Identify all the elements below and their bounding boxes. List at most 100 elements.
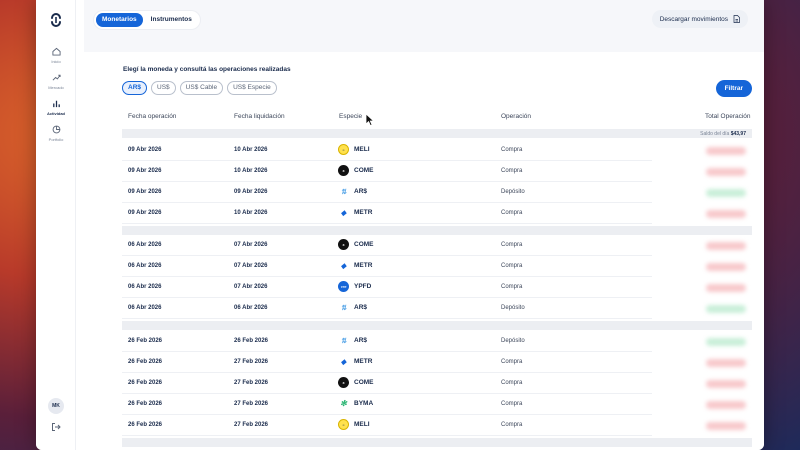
op-date: 26 Feb 2026: [128, 338, 163, 344]
redacted-total: [706, 147, 746, 155]
col-fecha-operacion[interactable]: Fecha operación: [128, 113, 177, 120]
table-row[interactable]: 26 Feb 2026 26 Feb 2026 ⇅ AR$ Depósito: [122, 331, 652, 352]
op-date: 26 Feb 2026: [128, 359, 163, 365]
sidebar-item-label: Inicio: [51, 59, 61, 64]
bar-chart-icon: [52, 100, 60, 108]
op-date: 06 Abr 2026: [128, 242, 162, 248]
table-row[interactable]: 09 Abr 2026 10 Abr 2026 ☺ MELI Compra: [122, 140, 652, 161]
op-date: 06 Abr 2026: [128, 284, 162, 290]
species-label: AR$: [354, 188, 368, 195]
filter-button[interactable]: Filtrar: [715, 80, 752, 97]
chip-usd[interactable]: US$: [151, 81, 176, 95]
table-row[interactable]: 26 Feb 2026 27 Feb 2026 ◆ METR Compra: [122, 352, 652, 373]
ypfd-icon: YPF: [338, 281, 349, 292]
tab-instrumentos[interactable]: Instrumentos: [150, 16, 192, 23]
group-separator: [122, 129, 752, 138]
liq-date: 27 Feb 2026: [234, 401, 269, 407]
species-label: YPFD: [354, 283, 372, 290]
segmented-control: Monetarios Instrumentos: [94, 11, 200, 29]
operation: Compra: [501, 210, 523, 216]
sidebar-item-inicio[interactable]: Inicio: [36, 47, 76, 64]
avatar[interactable]: MK: [48, 398, 64, 414]
liq-date: 07 Abr 2026: [234, 263, 268, 269]
tab-monetarios[interactable]: Monetarios: [96, 13, 143, 27]
species: ☺ MELI: [338, 419, 370, 430]
col-fecha-liquidacion[interactable]: Fecha liquidación: [234, 113, 285, 120]
metr-icon: ◆: [340, 262, 347, 270]
saldo-value: $43,97: [730, 131, 746, 137]
redacted-total: [706, 263, 746, 271]
redacted-total: [706, 284, 746, 292]
sidebar-item-portfolio[interactable]: Portfolio: [36, 125, 76, 142]
species-label: MELI: [354, 146, 370, 153]
app-window: Inicio Mercado Actividad Portfolio MK Mo…: [36, 0, 764, 450]
liq-date: 27 Feb 2026: [234, 422, 269, 428]
sidebar-item-label: Mercado: [48, 85, 64, 90]
operation: Compra: [501, 422, 523, 428]
species-label: COME: [354, 167, 374, 174]
chip-usd-cable[interactable]: US$ Cable: [179, 81, 224, 95]
redacted-total: [706, 242, 746, 250]
operation: Depósito: [501, 338, 525, 344]
operation: Compra: [501, 242, 523, 248]
species: ◆ METR: [338, 260, 373, 271]
table-row[interactable]: 09 Abr 2026 10 Abr 2026 S COME Compra: [122, 161, 652, 182]
home-icon: [51, 47, 61, 56]
operation: Compra: [501, 359, 523, 365]
operation: Compra: [501, 380, 523, 386]
byma-icon: ✻: [340, 399, 347, 408]
table-row[interactable]: 26 Feb 2026 27 Feb 2026 S COME Compra: [122, 373, 652, 394]
chip-usd-especie[interactable]: US$ Especie: [227, 81, 277, 95]
liq-date: 27 Feb 2026: [234, 359, 269, 365]
operation: Compra: [501, 168, 523, 174]
redacted-total: [706, 210, 746, 218]
download-button[interactable]: Descargar movimientos: [651, 10, 748, 28]
app-logo-icon[interactable]: [49, 13, 63, 27]
redacted-total: [706, 401, 746, 409]
op-date: 06 Abr 2026: [128, 305, 162, 311]
table-row[interactable]: 06 Abr 2026 07 Abr 2026 ◆ METR Compra: [122, 256, 652, 277]
sidebar-item-mercado[interactable]: Mercado: [36, 73, 76, 90]
metr-icon: ◆: [340, 358, 347, 366]
currency-icon: ⇅: [340, 304, 347, 312]
logout-icon[interactable]: [51, 422, 61, 432]
op-date: 26 Feb 2026: [128, 401, 163, 407]
metr-icon: ◆: [340, 209, 347, 217]
species: ⇅ AR$: [338, 186, 367, 197]
operation: Compra: [501, 284, 523, 290]
top-bar: Monetarios Instrumentos Descargar movimi…: [84, 0, 764, 52]
liq-date: 07 Abr 2026: [234, 242, 268, 248]
table-row[interactable]: 09 Abr 2026 10 Abr 2026 ◆ METR Compra: [122, 203, 652, 224]
table-row[interactable]: 26 Feb 2026 27 Feb 2026 ✻ BYMA Compra: [122, 394, 652, 415]
col-operacion[interactable]: Operación: [501, 113, 531, 120]
redacted-total: [706, 189, 746, 197]
liq-date: 10 Abr 2026: [234, 210, 268, 216]
species-label: AR$: [354, 337, 368, 344]
operation: Compra: [501, 147, 523, 153]
op-date: 09 Abr 2026: [128, 210, 162, 216]
sidebar-item-actividad[interactable]: Actividad: [36, 99, 76, 116]
meli-icon: ☺: [338, 144, 349, 155]
op-date: 26 Feb 2026: [128, 422, 163, 428]
table-row[interactable]: 26 Feb 2026 27 Feb 2026 ☺ MELI Compra: [122, 415, 652, 436]
species-label: COME: [354, 241, 374, 248]
chip-ars[interactable]: AR$: [122, 81, 148, 95]
table-row[interactable]: 09 Abr 2026 09 Abr 2026 ⇅ AR$ Depósito: [122, 182, 652, 203]
redacted-total: [706, 359, 746, 367]
species: ⇅ AR$: [338, 302, 367, 313]
table-row[interactable]: 06 Abr 2026 07 Abr 2026 YPF YPFD Compra: [122, 277, 652, 298]
sidebar-item-label: Portfolio: [48, 137, 64, 142]
col-total[interactable]: Total Operación: [705, 113, 751, 120]
operation: Depósito: [501, 189, 525, 195]
liq-date: 26 Feb 2026: [234, 338, 269, 344]
col-especie[interactable]: Especie: [339, 113, 363, 120]
group-separator: [122, 438, 752, 447]
document-icon: [733, 15, 740, 23]
species-label: BYMA: [354, 400, 374, 407]
table-row[interactable]: 06 Abr 2026 06 Abr 2026 ⇅ AR$ Depósito: [122, 298, 652, 319]
liq-date: 10 Abr 2026: [234, 147, 268, 153]
group-separator: [122, 321, 752, 330]
liq-date: 10 Abr 2026: [234, 168, 268, 174]
trend-icon: [52, 74, 61, 81]
table-row[interactable]: 06 Abr 2026 07 Abr 2026 S COME Compra: [122, 235, 652, 256]
